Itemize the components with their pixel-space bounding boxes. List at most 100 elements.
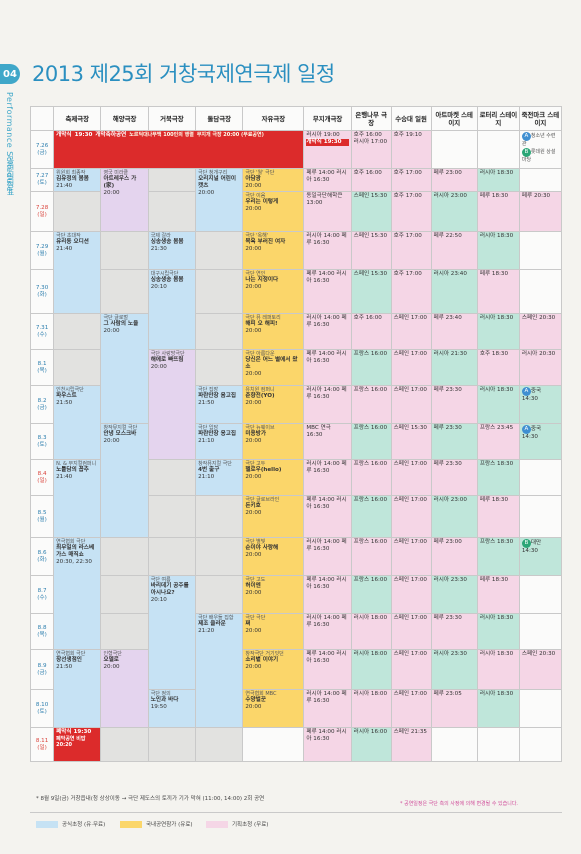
empty-cell (430, 130, 478, 169)
show-title: 순이야 사랑해 (245, 545, 279, 552)
show-title: 싱송생송 봄봄 (150, 239, 184, 246)
rainbow-cell: 페루 14:00 러시아 16:30 (303, 495, 352, 539)
artmarket-cell: 페루 23:30 (430, 459, 478, 497)
schedule-row: 7.26 (금) 개막식 19:30 개막축하공연 노르딕대나무백 100인의 행렬 무지개… (29, 130, 563, 169)
rotary-cell: 호주 18:30 (476, 349, 520, 387)
jukjeon-cell (518, 575, 563, 615)
rotary-cell: 러시아 18:30 (476, 689, 520, 729)
troupe-name: 극단 사랑방극단 (150, 351, 185, 358)
empty-cell (100, 613, 149, 651)
jukjeon-cell (518, 167, 563, 193)
jukjeon-cell: 페루 20:30 (518, 191, 563, 233)
jukjeon-cell: 스페인 20:30 (518, 313, 563, 351)
date-label: 8.1 (37, 360, 47, 367)
empty-cell (195, 727, 244, 763)
legend-item: 국내공연참가 (유료) (120, 819, 193, 829)
day-label: (금) (37, 149, 47, 156)
ocean-program: 창작뮤지컬 극단 안녕 모스크바 20:00 (100, 423, 149, 539)
show-time: 20:00 (245, 704, 262, 711)
rainbow-cell: 러시아 19:00 개막식 19:30 (303, 130, 352, 169)
artmarket-cell: 페루 23:05 (430, 689, 478, 729)
show-title: 미용방가 (245, 431, 266, 438)
free-program: 극단 아름다운 당신은 어느 별에서 왔소 20:00 (242, 349, 305, 387)
show-time: 19:50 (150, 704, 167, 711)
day-label: (화) (37, 291, 47, 298)
schedule-row: 8.9 (금) 연극협회 극단 장선생점인 21:50 인형극단 오델로 20:00 창작극단 … (29, 649, 563, 729)
closing-banner: 폐막식 19:30 폐막공연 비밥 20:20 (53, 727, 102, 763)
jukjeon-time: 중국 14:30 (521, 388, 542, 403)
empty-cell (100, 269, 149, 315)
show-title: 싱송생송 봄봄 (150, 277, 184, 284)
show-title: 김유정의 봄봄 (56, 176, 89, 183)
col-header (29, 106, 55, 131)
jukjeon-cell (518, 459, 563, 497)
susung-cell: 스페인 17:00 (390, 459, 432, 497)
troupe-name: 극단 글로브라인 (245, 497, 280, 504)
ginkgo-cell: 호주 16:00 (350, 167, 392, 193)
show-title: 쩌 (245, 621, 251, 628)
jukjeon-cell: A 중국 14:30 (518, 385, 563, 425)
show-title: 허이엔 (245, 583, 261, 590)
empty-cell (195, 269, 244, 315)
empty-cell (430, 727, 478, 763)
festival-program: 극단 초대작 유리동 오디션 21:40 (53, 231, 102, 315)
empty-cell (100, 537, 149, 577)
jukjeon-cell (518, 613, 563, 651)
troupe-name: 국제 갈라 (150, 233, 171, 240)
empty-cell (53, 191, 102, 233)
empty-cell (195, 313, 244, 351)
col-header: 로터리 스테이지 (476, 106, 520, 131)
show-time: 20:00 (245, 371, 262, 378)
turtle-program: 국제 갈라 싱송생송 봄봄 21:30 (147, 231, 197, 271)
free-program: 극단 고도 허이엔 20:00 (242, 575, 305, 615)
jukjeon-cell: 러시아 20:30 (518, 349, 563, 387)
show-time: 20:00 (245, 206, 262, 213)
turtle-program: 대구시립극단 싱송생송 봄봄 20:10 (147, 269, 197, 351)
susung-cell: 호주 17:00 (390, 269, 432, 315)
date-cell: 8.1 (목) (29, 349, 55, 387)
show-title: 파우스트 (56, 393, 77, 400)
show-time: 20:00 (245, 552, 262, 559)
jukjeon-cell: B 대만 14:30 (518, 537, 563, 577)
jukjeon-cell (518, 689, 563, 729)
date-cell: 8.2 (금) (29, 385, 55, 425)
empty-cell (476, 130, 520, 169)
schedule-row: 8.5 (월) 극단 글로브라인 돈키호 20:00 페루 14:00 러시아 16:30… (29, 495, 563, 539)
rainbow-time: 러시아 19:00 (306, 132, 340, 138)
date-cell: 8.4 (일) (29, 459, 55, 497)
show-title: 파란만장 음고집 (198, 393, 237, 400)
susung-cell: 스페인 17:00 (390, 689, 432, 729)
rotary-cell: 러시아 18:30 (476, 649, 520, 691)
troupe-name: 극단 이음 (245, 193, 266, 200)
show-time: 20:00 (103, 328, 120, 335)
jukjeon-cell (518, 495, 563, 539)
troupe-name: 극단 여름 (150, 577, 171, 584)
empty-cell (147, 495, 197, 539)
troupe-name: 극단 '월' 극단 (245, 170, 275, 176)
schedule-row: 7.29 (월) 극단 초대작 유리동 오디션 21:40 국제 갈라 싱송생송 봄봄 21:… (29, 231, 563, 315)
rainbow-cell: 페루 14:00 러시아 16:30 (303, 349, 352, 387)
susung-cell: 호주 17:00 (390, 191, 432, 233)
day-label: (화) (37, 556, 47, 563)
rotary-cell: 러시아 18:30 (476, 167, 520, 193)
show-time: 21:10 (198, 474, 215, 481)
rainbow-cell: 러시아 14:00 페루 16:30 (303, 313, 352, 351)
ginkgo-cell: 프랑스 16:00 (350, 495, 392, 539)
schedule-row: 7.27 (토) 위원회 최종작 김유정의 봄봄 21:40 영국 미라클 아트레우스 가(… (29, 167, 563, 233)
susung-cell: 스페인 17:00 (390, 385, 432, 425)
rainbow-cell: 러시아 14:00 페루 16:30 (303, 231, 352, 271)
troupe-name: 극단 청개구리 (198, 170, 228, 176)
venue-badge-label: 청소년 수련관 (521, 133, 556, 147)
rotary-cell: 프랑스 18:30 (476, 537, 520, 577)
show-title: 최무일의 라스베가스 매직쇼 (56, 545, 95, 559)
schedule-table: 축제극장 해양극장 거북극장 돌담극장 자유극장 무지개극장 은행나무 극장 수… (29, 106, 563, 763)
jukjeon-cell: 스페인 20:30 (518, 649, 563, 691)
rainbow-cell: 페루 14:00 러시아 16:30 (303, 649, 352, 691)
jukjeon-cell (518, 269, 563, 315)
troupe-name: 창작뮤지컬 극단 (198, 461, 232, 468)
rotary-cell: 페루 18:30 (476, 269, 520, 315)
date-label: 7.28 (35, 204, 49, 211)
rainbow-cell: 동일극단해학큰 13:00 (303, 191, 352, 233)
susung-cell: 스페인 21:35 (390, 727, 432, 763)
susung-cell: 호주 17:00 (390, 231, 432, 271)
